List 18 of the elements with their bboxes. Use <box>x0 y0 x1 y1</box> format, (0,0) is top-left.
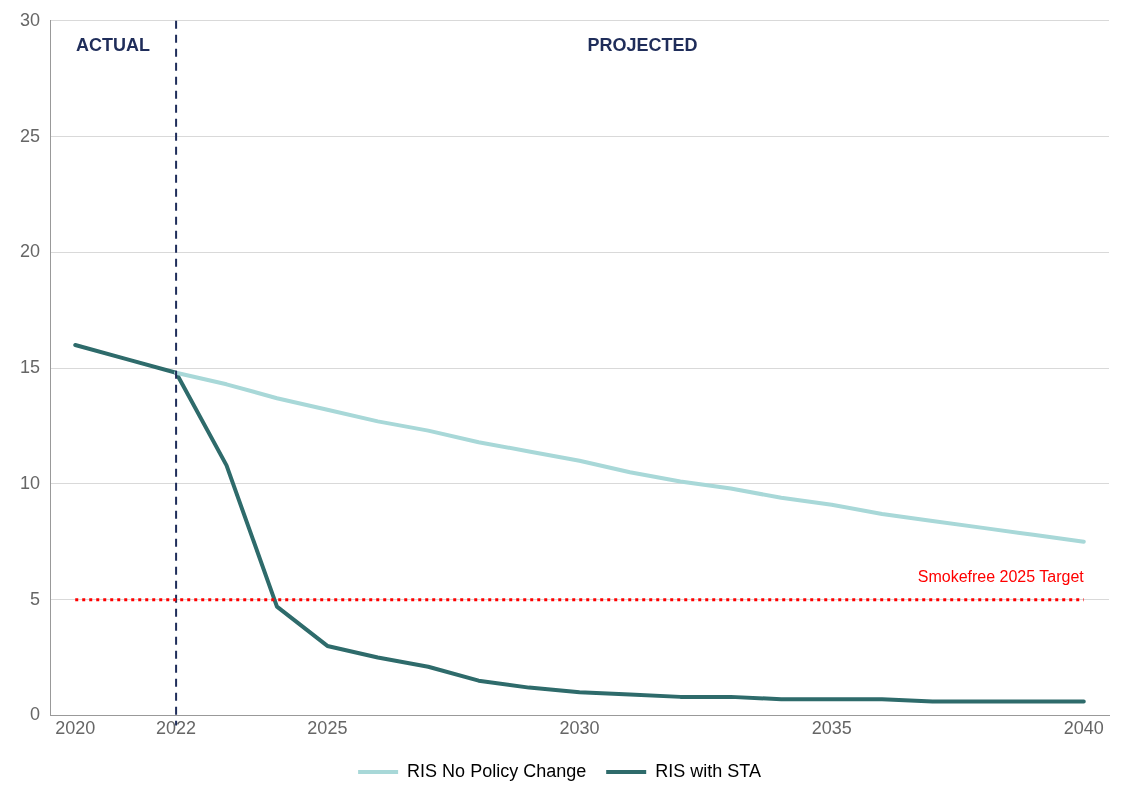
y-tick-label: 10 <box>19 472 41 493</box>
x-tick-label: 2020 <box>55 718 96 739</box>
x-tick-label: 2030 <box>559 718 600 739</box>
y-tick-label: 30 <box>19 9 41 30</box>
annotation: PROJECTED <box>587 34 698 55</box>
y-tick-label: 15 <box>19 357 41 378</box>
y-tick-label: 25 <box>19 125 41 146</box>
y-tick-label: 20 <box>19 241 41 262</box>
x-tick-label: 2025 <box>307 718 348 739</box>
x-tick-label: 2040 <box>1063 718 1104 739</box>
legend-label: RIS No Policy Change <box>407 760 587 781</box>
y-tick-label: 5 <box>30 588 41 609</box>
annotation: ACTUAL <box>76 34 151 55</box>
y-tick-label: 0 <box>30 704 41 725</box>
ref-line-label: Smokefree 2025 Target <box>917 568 1085 586</box>
legend-label: RIS with STA <box>655 760 761 781</box>
x-tick-label: 2022 <box>156 718 197 739</box>
x-tick-label: 2035 <box>811 718 852 739</box>
